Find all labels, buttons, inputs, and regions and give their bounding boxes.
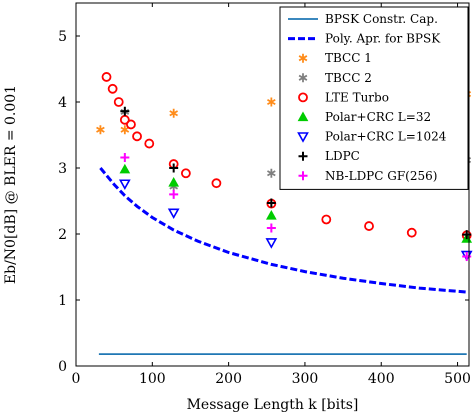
y-tick-label: 4: [58, 95, 67, 111]
x-tick-label: 0: [72, 371, 81, 387]
x-tick-label: 300: [292, 371, 319, 387]
legend-swatch: [298, 92, 308, 103]
legend-label: LDPC: [325, 149, 360, 163]
data-point: [96, 125, 105, 135]
series-1: [99, 167, 467, 294]
legend-item: Poly. Apr. for BPSK: [288, 32, 441, 46]
data-point: [168, 176, 180, 187]
data-point: [118, 179, 131, 190]
data-point: [101, 72, 112, 82]
data-point: [167, 208, 180, 220]
data-point: [119, 163, 131, 174]
legend-label: Polar+CRC L=32: [325, 110, 431, 124]
data-point: [113, 97, 124, 107]
data-point: [120, 106, 130, 116]
legend-label: TBCC 2: [325, 71, 372, 85]
data-point: [144, 138, 155, 149]
legend-item: LDPC: [298, 149, 360, 163]
legend-item: Polar+CRC L=1024: [297, 130, 447, 144]
y-tick-label: 5: [58, 29, 67, 45]
x-tick-label: 100: [139, 371, 166, 387]
legend-swatch: [297, 132, 309, 143]
data-point: [107, 83, 118, 94]
y-tick-label: 0: [58, 359, 67, 375]
data-point: [120, 152, 130, 162]
data-point: [266, 209, 277, 220]
legend-label: Polar+CRC L=1024: [325, 130, 447, 144]
data-point: [406, 227, 417, 238]
legend-swatch: [298, 151, 308, 161]
data-point: [120, 125, 130, 135]
legend-label: BPSK Constr. Cap.: [325, 12, 438, 26]
data-point: [267, 97, 276, 107]
series-line: [99, 167, 467, 294]
data-point: [119, 114, 130, 125]
plot-frame: [75, 2, 470, 367]
legend-item: Polar+CRC L=32: [297, 110, 431, 124]
data-point: [211, 178, 222, 189]
data-point: [462, 230, 472, 240]
data-point: [267, 168, 276, 178]
data-point: [169, 189, 179, 199]
legend-item: TBCC 1: [298, 51, 372, 65]
x-tick-label: 500: [444, 371, 471, 387]
data-point: [169, 163, 179, 173]
legend-item: BPSK Constr. Cap.: [288, 12, 438, 26]
data-point: [266, 198, 276, 208]
legend-label: Poly. Apr. for BPSK: [325, 32, 441, 46]
legend-label: TBCC 1: [325, 51, 372, 65]
data-point: [180, 168, 191, 179]
data-point: [265, 238, 278, 249]
y-tick-label: 2: [58, 227, 67, 243]
legend-item: TBCC 2: [298, 71, 372, 85]
legend-swatch: [298, 53, 308, 63]
legend-swatch: [298, 171, 308, 181]
legend-item: LTE Turbo: [298, 90, 389, 104]
legend-item: NB-LDPC GF(256): [298, 169, 437, 183]
x-tick-label: 200: [215, 371, 242, 387]
y-tick-label: 3: [58, 161, 67, 177]
legend-swatch: [298, 73, 308, 83]
y-tick-label: 1: [58, 293, 67, 309]
legend-label: NB-LDPC GF(256): [325, 169, 437, 183]
data-point: [126, 119, 136, 130]
series-7: [120, 106, 472, 240]
data-point: [321, 214, 332, 225]
x-tick-label: 400: [368, 371, 395, 387]
series-8: [120, 152, 472, 261]
data-point: [132, 131, 142, 142]
legend: BPSK Constr. Cap. Poly. Apr. for BPSK TBCC…: [279, 6, 469, 190]
x-axis-label: Message Length k [bits]: [187, 397, 359, 413]
data-point: [462, 251, 472, 261]
legend-swatch: [297, 111, 309, 122]
data-point: [364, 221, 374, 231]
data-point: [266, 223, 276, 233]
legend-label: LTE Turbo: [325, 90, 389, 104]
y-axis-label: Eb/N0[dB] @ BLER = 0.001: [3, 85, 19, 284]
ticks: 0 100 200 300 400 500 0 1 2 3 4 5: [58, 3, 471, 387]
data-point: [169, 108, 179, 118]
